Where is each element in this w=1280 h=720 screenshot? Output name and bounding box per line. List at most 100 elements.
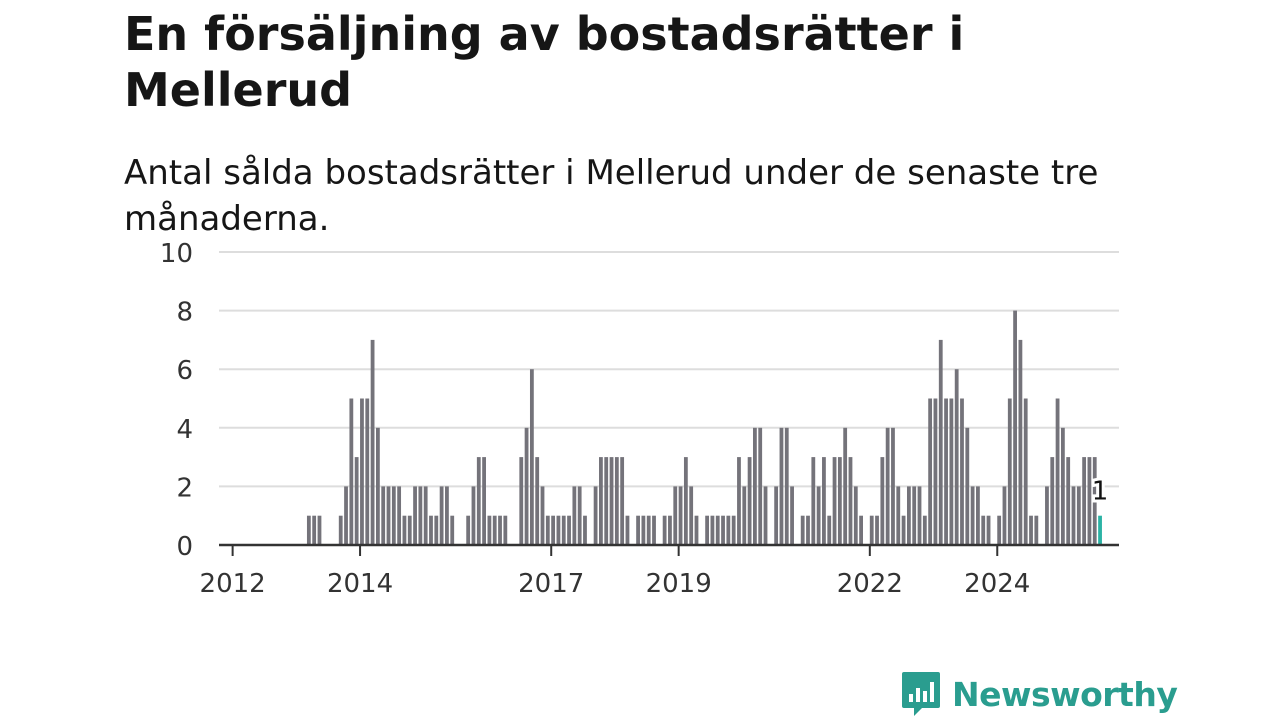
x-tick-label: 2017 <box>518 569 584 599</box>
bar <box>954 369 959 545</box>
bar <box>1002 486 1007 545</box>
bar <box>402 515 407 545</box>
bar <box>1007 398 1012 545</box>
bar <box>806 515 810 545</box>
x-tick-label: 2012 <box>200 569 266 599</box>
bar <box>875 515 879 545</box>
brand: Newsworthy <box>900 670 1178 718</box>
bar <box>848 457 853 545</box>
y-tick-label: 6 <box>176 356 193 386</box>
bar <box>646 515 651 545</box>
bar <box>1071 486 1076 545</box>
bar <box>365 398 370 545</box>
bar <box>1029 515 1033 545</box>
bar <box>577 486 582 545</box>
bar <box>922 515 927 545</box>
bar <box>678 486 683 545</box>
brand-name: Newsworthy <box>952 674 1178 714</box>
y-tick-label: 10 <box>160 239 193 269</box>
bar <box>774 486 779 545</box>
bar <box>487 515 492 545</box>
x-tick-label: 2019 <box>646 569 712 599</box>
bar <box>636 515 640 545</box>
bar <box>466 515 471 545</box>
bar <box>1076 486 1081 545</box>
bar <box>811 457 816 545</box>
x-tick-label: 2024 <box>964 569 1030 599</box>
bar <box>545 515 550 545</box>
bar <box>593 486 598 545</box>
bar <box>986 515 991 545</box>
bar <box>1055 398 1060 545</box>
bar <box>434 515 439 545</box>
bar <box>418 486 423 545</box>
latest-value-label: 1 <box>1092 477 1109 507</box>
bar <box>572 486 577 545</box>
bar <box>652 515 656 545</box>
bar <box>1045 486 1049 545</box>
bar <box>742 486 747 545</box>
bar <box>540 486 545 545</box>
bar <box>705 515 710 545</box>
bar <box>551 515 556 545</box>
bar <box>1087 457 1092 545</box>
annotation: 1 <box>1089 474 1112 510</box>
bar <box>1066 457 1071 545</box>
bar <box>673 486 678 545</box>
bar <box>832 457 837 545</box>
bar <box>450 515 455 545</box>
bar <box>1060 427 1065 545</box>
bar <box>482 457 486 545</box>
bar <box>896 486 901 545</box>
bars <box>306 310 1102 545</box>
bar <box>938 339 943 545</box>
bar <box>753 427 757 545</box>
bar <box>843 427 848 545</box>
bar <box>976 486 980 545</box>
bar <box>1013 310 1017 545</box>
bar-chart: 0 2 4 6 8 10 2012 2014 2017 2019 2022 2024 1 <box>160 239 1119 599</box>
bar <box>498 515 502 545</box>
bar <box>694 515 699 545</box>
bar <box>439 486 444 545</box>
bar <box>912 486 917 545</box>
bar <box>800 515 805 545</box>
bar <box>317 515 322 545</box>
bar <box>583 515 587 545</box>
bar <box>944 398 948 545</box>
bar <box>476 457 481 545</box>
bar <box>407 515 412 545</box>
bar <box>721 515 725 545</box>
bar <box>599 457 603 545</box>
bar <box>312 515 317 545</box>
bar <box>381 486 386 545</box>
bar <box>1018 339 1023 545</box>
bar <box>519 457 524 545</box>
bar <box>822 457 826 545</box>
x-tick-label: 2014 <box>327 569 393 599</box>
bar <box>827 515 832 545</box>
bar <box>981 515 986 545</box>
bar <box>1082 457 1087 545</box>
bar <box>625 515 630 545</box>
bar <box>397 486 402 545</box>
bar <box>715 515 720 545</box>
x-tick-label: 2022 <box>837 569 903 599</box>
gridlines <box>219 251 1119 488</box>
bar <box>386 486 391 545</box>
bar <box>429 515 433 545</box>
bar <box>556 515 561 545</box>
chart-subtitle: Antal sålda bostadsrätter i Mellerud und… <box>124 153 1099 239</box>
newsworthy-logo-icon <box>902 672 940 716</box>
bar <box>885 427 890 545</box>
bar <box>784 427 789 545</box>
bar <box>370 339 375 545</box>
bar <box>949 398 954 545</box>
y-tick-label: 0 <box>176 532 193 562</box>
bar <box>1034 515 1039 545</box>
bar <box>1050 457 1055 545</box>
bar <box>375 427 380 545</box>
bar <box>668 515 672 545</box>
bar <box>763 486 768 545</box>
bar <box>906 486 911 545</box>
